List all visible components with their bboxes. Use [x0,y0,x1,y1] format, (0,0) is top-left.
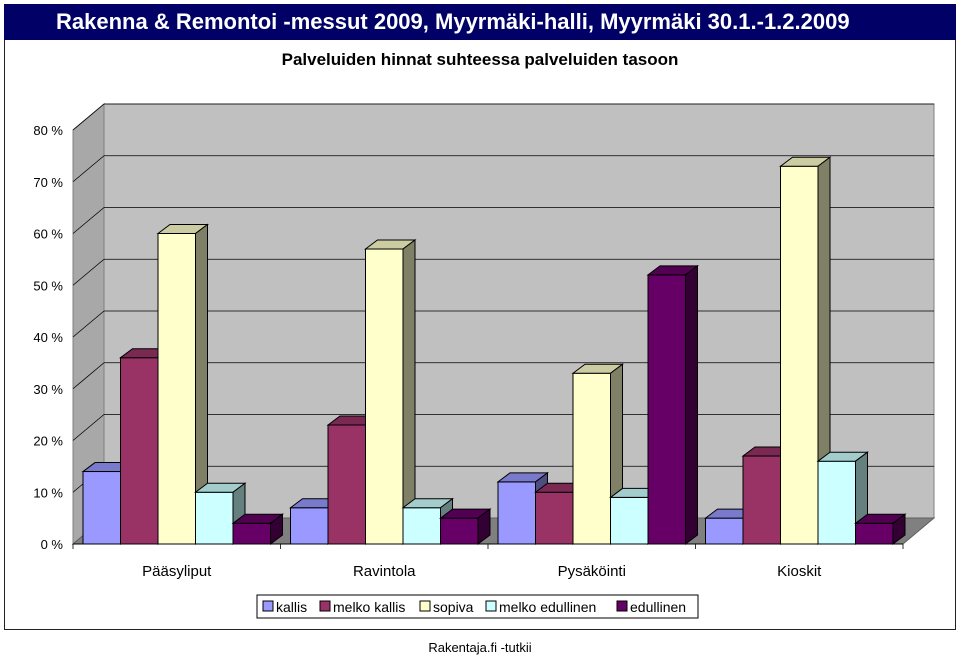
legend-swatch [616,600,628,612]
legend-label: melko edullinen [499,599,596,615]
y-tick-label: 20 % [33,434,63,449]
bar [705,517,744,545]
bar [572,372,611,545]
legend-label: edullinen [630,599,686,615]
legend-label: sopiva [433,599,474,615]
bar [440,517,479,545]
gridline-diagonal [72,414,105,441]
bar [742,455,781,545]
page-title: Rakenna & Remontoi -messut 2009, Myyrmäk… [56,9,850,34]
source-note: Rakentaja.fi -tutkii [428,640,532,655]
x-tick-label: Pääsyliput [142,563,212,580]
legend-swatch [419,600,431,612]
bar [817,460,856,545]
bar [365,248,404,545]
gridline-diagonal [72,310,105,338]
y-tick-label: 50 % [33,278,63,293]
x-tick-label: Ravintola [353,563,416,580]
gridline-diagonal [72,258,105,286]
gridline-diagonal [72,362,105,390]
bar [647,274,686,545]
chart-frame [4,40,956,630]
y-tick-label: 60 % [33,227,63,242]
bar [855,522,894,545]
bar [82,471,121,545]
bar [610,496,649,545]
bar [402,507,441,545]
y-tick-label: 80 % [33,123,63,138]
legend-box [256,594,699,619]
legend-label: melko kallis [333,599,405,615]
x-tick-label: Kioskit [777,563,822,580]
chart-title: Palveluiden hinnat suhteessa palveluiden… [282,50,679,69]
legend-swatch [485,600,497,612]
bar [157,233,196,545]
bar [327,424,366,545]
bar-side [892,513,906,545]
y-tick-label: 30 % [33,382,63,397]
y-tick-label: 10 % [33,485,63,500]
bar [497,481,536,545]
bar [780,165,819,545]
bar [232,522,271,545]
gridline-diagonal [72,103,105,131]
legend-swatch [319,600,331,612]
legend-swatch [262,600,274,612]
header-bar: Rakenna & Remontoi -messut 2009, Myyrmäk… [4,4,956,40]
y-tick-label: 70 % [33,175,63,190]
gridline-diagonal [72,207,105,234]
bar-side [402,239,416,545]
bar-side [477,508,491,545]
bar [290,507,329,545]
legend-label: kallis [276,599,307,615]
bar [195,491,234,545]
y-tick-label: 40 % [33,330,63,345]
bar [535,491,574,545]
x-tick-label: Pysäköinti [558,563,626,580]
gridline-diagonal [72,155,105,183]
y-tick-label: 0 % [41,537,64,552]
bar [120,357,159,545]
bar-side [685,264,698,545]
bar-side [270,513,283,545]
